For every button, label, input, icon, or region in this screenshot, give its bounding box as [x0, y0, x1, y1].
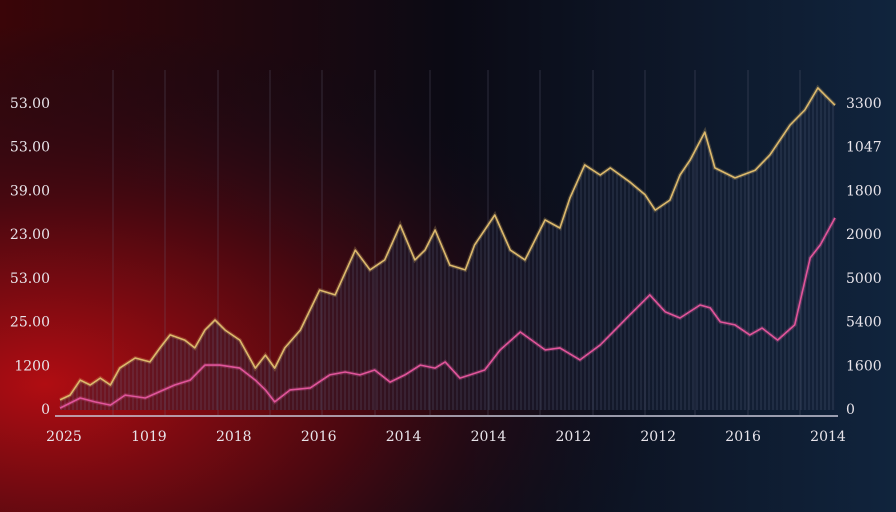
x-axis-label: 2014 [810, 429, 846, 445]
left-axis-label: 53.00 [10, 96, 50, 112]
left-axis-label: 39.00 [10, 183, 50, 199]
x-axis-label: 2016 [725, 429, 761, 445]
right-axis-label: 5400 [846, 315, 882, 331]
left-axis-label: 1200 [14, 358, 50, 374]
x-axis-label: 2012 [556, 429, 592, 445]
line [59, 217, 836, 409]
right-axis-label: 2000 [846, 227, 882, 243]
left-axis-label: 23.00 [10, 227, 50, 243]
left-axis-label: 25.00 [10, 315, 50, 331]
left-axis-label: 53.00 [10, 271, 50, 287]
area-fill [60, 87, 835, 411]
x-axis-label: 2014 [471, 429, 507, 445]
line [59, 87, 836, 401]
x-axis-label: 2014 [386, 429, 422, 445]
right-axis-label: 1600 [846, 358, 882, 374]
right-axis-label: 0 [846, 402, 855, 418]
left-axis-label: 53.00 [10, 140, 50, 156]
right-axis-label: 1800 [846, 183, 882, 199]
x-axis-label: 2018 [216, 429, 252, 445]
right-axis-label: 3300 [846, 96, 882, 112]
x-axis-label: 2025 [46, 429, 82, 445]
x-axis-label: 2016 [301, 429, 337, 445]
right-axis-label: 1047 [846, 140, 882, 156]
left-axis-label: 0 [41, 402, 50, 418]
right-axis-label: 5000 [846, 271, 882, 287]
x-axis-label: 1019 [131, 429, 167, 445]
x-axis-label: 2012 [640, 429, 676, 445]
